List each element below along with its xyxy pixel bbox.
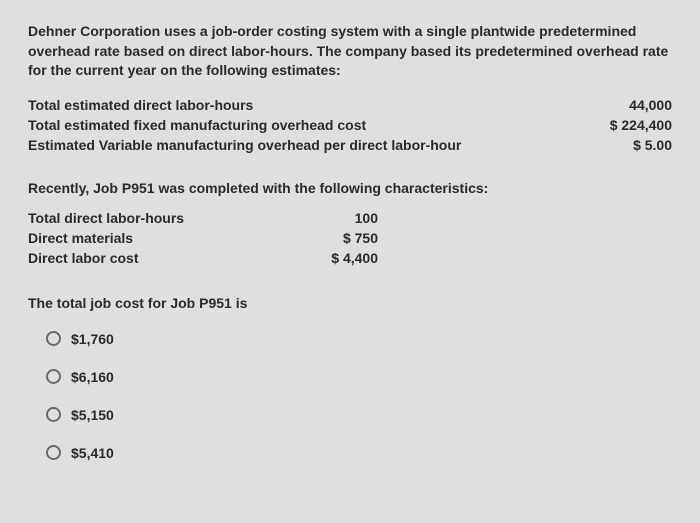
job-value: $ 750 [298, 228, 378, 248]
option-label: $5,410 [71, 445, 114, 461]
estimates-table: Total estimated direct labor-hours 44,00… [28, 95, 672, 156]
estimate-label: Total estimated fixed manufacturing over… [28, 115, 562, 135]
radio-icon [46, 331, 61, 346]
estimate-value: 44,000 [562, 95, 672, 115]
job-label: Direct labor cost [28, 248, 298, 268]
radio-icon [46, 445, 61, 460]
option-label: $1,760 [71, 331, 114, 347]
option-a[interactable]: $1,760 [46, 331, 672, 347]
option-label: $5,150 [71, 407, 114, 423]
option-d[interactable]: $5,410 [46, 445, 672, 461]
job-row: Direct materials $ 750 [28, 228, 672, 248]
job-label: Total direct labor-hours [28, 208, 298, 228]
job-label: Direct materials [28, 228, 298, 248]
radio-icon [46, 369, 61, 384]
question-text: The total job cost for Job P951 is [28, 295, 672, 311]
estimate-row: Estimated Variable manufacturing overhea… [28, 135, 672, 155]
job-characteristics-table: Total direct labor-hours 100 Direct mate… [28, 208, 672, 269]
recent-text: Recently, Job P951 was completed with th… [28, 180, 672, 196]
estimate-row: Total estimated direct labor-hours 44,00… [28, 95, 672, 115]
answer-options: $1,760 $6,160 $5,150 $5,410 [28, 331, 672, 461]
radio-icon [46, 407, 61, 422]
option-c[interactable]: $5,150 [46, 407, 672, 423]
job-value: 100 [298, 208, 378, 228]
option-label: $6,160 [71, 369, 114, 385]
job-value: $ 4,400 [298, 248, 378, 268]
estimate-row: Total estimated fixed manufacturing over… [28, 115, 672, 135]
estimate-value: $ 224,400 [562, 115, 672, 135]
option-b[interactable]: $6,160 [46, 369, 672, 385]
job-row: Direct labor cost $ 4,400 [28, 248, 672, 268]
problem-intro: Dehner Corporation uses a job-order cost… [28, 22, 672, 81]
estimate-label: Total estimated direct labor-hours [28, 95, 562, 115]
estimate-label: Estimated Variable manufacturing overhea… [28, 135, 562, 155]
job-row: Total direct labor-hours 100 [28, 208, 672, 228]
estimate-value: $ 5.00 [562, 135, 672, 155]
